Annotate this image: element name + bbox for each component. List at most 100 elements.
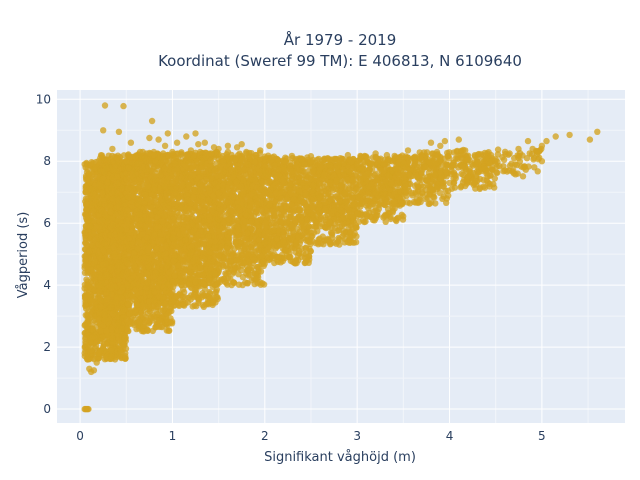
- data-point: [143, 271, 151, 278]
- data-point: [107, 208, 114, 215]
- data-point: [151, 288, 158, 295]
- data-point: [129, 192, 137, 199]
- data-point: [126, 310, 133, 318]
- data-point: [142, 177, 149, 184]
- data-point: [109, 221, 116, 229]
- data-point: [154, 166, 161, 173]
- data-point: [164, 159, 171, 166]
- data-point: [142, 191, 149, 198]
- data-point: [98, 207, 106, 215]
- data-point: [164, 175, 171, 183]
- data-point: [100, 197, 107, 204]
- data-points: [81, 102, 601, 413]
- data-point: [139, 289, 146, 296]
- data-point: [206, 249, 214, 256]
- data-point: [146, 255, 153, 263]
- data-point: [118, 294, 125, 301]
- data-point: [163, 316, 170, 323]
- data-point: [124, 220, 131, 227]
- data-point: [132, 171, 139, 178]
- data-point: [137, 197, 144, 205]
- data-point: [103, 289, 110, 296]
- data-point: [136, 318, 143, 325]
- data-point: [121, 335, 128, 342]
- data-point: [101, 239, 108, 247]
- data-point: [161, 183, 169, 190]
- data-point: [111, 231, 118, 238]
- data-point: [122, 353, 129, 360]
- data-point: [133, 301, 140, 308]
- data-point: [114, 173, 121, 180]
- data-point: [144, 182, 152, 190]
- data-point: [137, 273, 144, 280]
- data-point: [120, 306, 128, 313]
- data-point: [156, 276, 164, 284]
- data-point: [90, 217, 98, 224]
- data-point: [153, 225, 160, 232]
- data-point: [101, 311, 108, 318]
- data-point: [82, 195, 90, 202]
- data-point: [114, 262, 122, 270]
- data-point: [83, 206, 90, 214]
- data-point: [166, 301, 173, 308]
- data-point: [200, 303, 207, 310]
- data-point: [122, 345, 130, 352]
- data-point: [159, 218, 166, 225]
- data-point: [148, 217, 155, 224]
- data-point: [110, 244, 117, 251]
- data-point: [147, 167, 155, 174]
- data-point: [125, 301, 133, 309]
- data-point: [91, 258, 98, 265]
- data-point: [125, 260, 132, 268]
- data-point: [130, 280, 138, 287]
- data-point: [162, 287, 170, 294]
- data-point: [215, 276, 222, 284]
- data-point: [151, 230, 158, 237]
- data-point: [138, 216, 145, 224]
- data-point: [99, 189, 106, 196]
- data-point: [108, 353, 115, 360]
- data-point: [213, 294, 220, 301]
- data-point: [145, 245, 152, 252]
- data-point: [83, 305, 90, 312]
- data-point: [124, 282, 131, 289]
- data-point: [222, 270, 229, 277]
- data-point: [108, 347, 115, 354]
- data-point: [135, 238, 142, 245]
- data-point: [150, 173, 158, 180]
- data-point: [197, 264, 204, 271]
- data-point: [156, 194, 163, 201]
- data-point: [187, 296, 194, 303]
- data-point: [161, 251, 168, 259]
- data-point: [130, 222, 137, 229]
- data-point: [156, 317, 163, 324]
- data-point: [98, 217, 106, 224]
- data-point: [89, 242, 96, 249]
- data-point: [150, 186, 158, 193]
- data-point: [103, 296, 111, 303]
- data-point: [125, 164, 133, 172]
- data-point: [161, 226, 168, 233]
- data-point: [141, 223, 149, 231]
- data-point: [95, 282, 103, 290]
- data-point: [135, 160, 143, 167]
- data-point: [111, 250, 118, 258]
- data-point: [110, 238, 117, 245]
- data-point: [153, 245, 160, 253]
- data-point: [200, 240, 207, 247]
- data-point: [195, 297, 202, 304]
- data-point: [136, 211, 143, 218]
- data-point: [90, 230, 97, 237]
- data-point: [117, 288, 125, 296]
- data-point: [117, 245, 124, 252]
- data-point: [98, 152, 106, 159]
- data-point: [191, 302, 198, 309]
- data-point: [139, 231, 146, 238]
- data-point: [126, 235, 133, 242]
- data-point: [103, 165, 110, 172]
- data-point: [124, 185, 132, 192]
- data-point: [127, 229, 135, 236]
- data-point: [157, 210, 164, 217]
